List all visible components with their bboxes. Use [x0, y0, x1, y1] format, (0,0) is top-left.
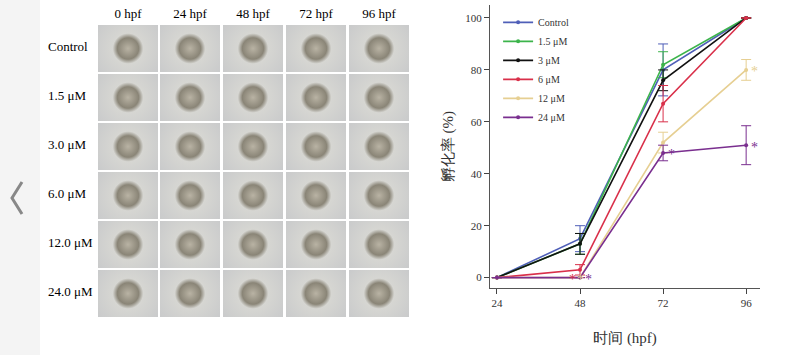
svg-text:40: 40 — [471, 168, 483, 180]
svg-text:3 μM: 3 μM — [538, 55, 560, 66]
svg-text:20: 20 — [471, 220, 483, 232]
svg-text:12 μM: 12 μM — [538, 93, 565, 104]
html-text:Control: Control — [48, 39, 88, 54]
svg-text:*: * — [668, 147, 675, 162]
html-text:24.0 μM: 24.0 μM — [48, 284, 93, 299]
svg-text:Control: Control — [538, 17, 569, 28]
svg-text:72: 72 — [658, 297, 669, 309]
html-text:24 hpf: 24 hpf — [173, 6, 207, 21]
html-text:96 hpf: 96 hpf — [362, 6, 396, 21]
svg-text:*: * — [751, 64, 758, 79]
html-text:6.0 μM: 6.0 μM — [48, 186, 86, 201]
svg-text:48: 48 — [575, 297, 587, 309]
svg-text:100: 100 — [465, 12, 482, 24]
svg-text:6 μM: 6 μM — [538, 74, 560, 85]
svg-text:1.5 μM: 1.5 μM — [538, 36, 567, 47]
svg-text:24: 24 — [491, 297, 503, 309]
html-text:12.0 μM: 12.0 μM — [48, 235, 93, 250]
svg-text:*: * — [585, 272, 592, 287]
html-text:3.0 μM: 3.0 μM — [48, 137, 86, 152]
html-text:48 hpf: 48 hpf — [236, 6, 270, 21]
svg-text:*: * — [751, 140, 758, 155]
html-text:0 hpf: 0 hpf — [114, 6, 142, 21]
svg-text:24 μM: 24 μM — [538, 112, 565, 123]
svg-text:0: 0 — [476, 271, 482, 283]
svg-text:80: 80 — [471, 64, 483, 76]
svg-text:时间 (hpf): 时间 (hpf) — [593, 330, 657, 347]
svg-text:*: * — [569, 272, 576, 287]
svg-text:96: 96 — [741, 297, 753, 309]
html-text:1.5 μM: 1.5 μM — [48, 88, 86, 103]
svg-text:*: * — [577, 272, 584, 287]
svg-text:60: 60 — [471, 116, 483, 128]
html-text:72 hpf: 72 hpf — [299, 6, 333, 21]
svg-text:孵化率 (%): 孵化率 (%) — [440, 111, 457, 182]
